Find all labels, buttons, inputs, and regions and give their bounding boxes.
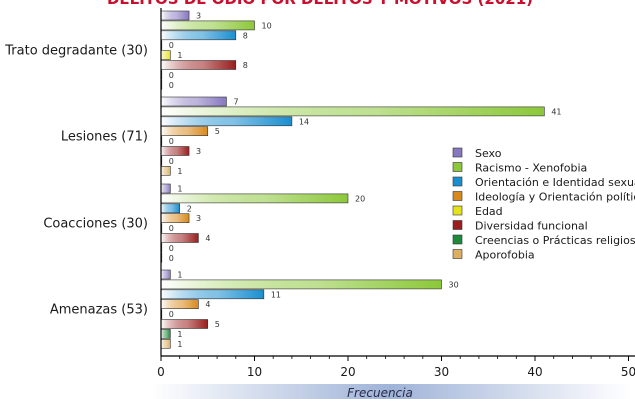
bar-amenazas-53-aporofobia bbox=[160, 338, 171, 349]
data-label: 0 bbox=[169, 81, 174, 90]
legend-label-edad: Edad bbox=[475, 205, 503, 218]
data-label: 1 bbox=[177, 340, 182, 349]
data-label: 0 bbox=[169, 157, 174, 166]
data-label: 2 bbox=[187, 204, 192, 213]
bar-trato-degradante-30-edad bbox=[160, 50, 171, 60]
data-label: 20 bbox=[355, 194, 365, 203]
legend-swatch-creencias-o-practicas-religiosas bbox=[452, 234, 463, 245]
category-labels: Trato degradante (30) Lesiones (71) Coacci… bbox=[4, 44, 148, 318]
data-label: 0 bbox=[169, 310, 174, 319]
bar-coacciones-30-orientacion-e-identidad-sexual bbox=[160, 203, 181, 214]
data-label: 0 bbox=[169, 244, 174, 253]
bar-coacciones-30-ideologia-y-orientacion-politica bbox=[160, 213, 190, 223]
bar-trato-degradante-30-orientacion-e-identidad-sexual bbox=[160, 30, 237, 41]
x-axis-label: Frecuencia bbox=[347, 386, 413, 399]
bar-lesiones-71-racismo-xenofobia bbox=[160, 106, 545, 117]
data-label: 0 bbox=[169, 71, 174, 80]
data-label: 10 bbox=[262, 21, 272, 30]
x-tick-label: 50 bbox=[621, 365, 635, 379]
bar-trato-degradante-30-sexo bbox=[160, 10, 190, 21]
legend-label-aporofobia: Aporofobia bbox=[475, 249, 535, 262]
bar-lesiones-71-sexo bbox=[160, 96, 227, 107]
bar-amenazas-53-ideologia-y-orientacion-politica bbox=[160, 299, 199, 310]
data-label: 1 bbox=[177, 185, 182, 194]
data-label: 8 bbox=[243, 61, 248, 70]
data-label: 14 bbox=[299, 117, 309, 126]
legend-swatch-orientacion-e-identidad-sexual bbox=[452, 176, 463, 187]
bar-amenazas-53-diversidad-funcional bbox=[160, 319, 209, 329]
data-label: 5 bbox=[215, 127, 220, 136]
chart-title: DELITOS DE ODIO POR DELITOS Y MOTIVOS (2… bbox=[107, 0, 533, 8]
legend-label-sexo: Sexo bbox=[475, 147, 502, 160]
data-label: 30 bbox=[449, 280, 459, 289]
x-tick-label: 0 bbox=[157, 365, 165, 379]
data-label: 4 bbox=[205, 300, 210, 309]
legend-swatch-sexo bbox=[452, 147, 463, 158]
data-label: 1 bbox=[177, 51, 182, 60]
bar-lesiones-71-diversidad-funcional bbox=[160, 146, 190, 156]
x-axis-band bbox=[150, 384, 630, 399]
data-label: 3 bbox=[196, 147, 201, 156]
data-label: 11 bbox=[271, 290, 281, 299]
category-label-coacciones-30: Coacciones (30) bbox=[43, 217, 148, 232]
category-label-trato-degradante-30: Trato degradante (30) bbox=[4, 44, 148, 59]
data-label: 41 bbox=[551, 107, 561, 116]
x-tick-label: 10 bbox=[247, 365, 262, 379]
data-label: 8 bbox=[243, 31, 248, 40]
bar-lesiones-71-aporofobia bbox=[160, 166, 171, 176]
category-label-lesiones-71: Lesiones (71) bbox=[61, 130, 148, 145]
bar-amenazas-53-orientacion-e-identidad-sexual bbox=[160, 289, 265, 300]
x-tick-label: 40 bbox=[527, 365, 542, 379]
category-label-amenazas-53: Amenazas (53) bbox=[50, 303, 148, 318]
data-label: 5 bbox=[215, 320, 220, 329]
bar-coacciones-30-diversidad-funcional bbox=[160, 233, 199, 243]
legend-swatch-racismo-xenofobia bbox=[452, 162, 463, 172]
data-label: 7 bbox=[233, 98, 238, 107]
legend-label-creencias-o-practicas-religiosas: Creencias o Prácticas religiosas bbox=[475, 234, 635, 247]
data-label: 3 bbox=[196, 214, 201, 223]
x-axis: 0 10 20 30 40 50 bbox=[157, 8, 635, 379]
bar-amenazas-53-racismo-xenofobia bbox=[160, 279, 442, 290]
legend-label-ideologia-y-orientacion-politica: Ideología y Orientación política bbox=[475, 191, 635, 204]
legend-label-racismo-xenofobia: Racismo - Xenofobia bbox=[475, 162, 587, 175]
bar-amenazas-53-creencias-o-practicas-religiosas bbox=[160, 329, 171, 339]
data-label: 1 bbox=[177, 271, 182, 280]
data-label: 3 bbox=[196, 12, 201, 21]
data-label: 1 bbox=[177, 167, 182, 176]
x-tick-label: 30 bbox=[434, 365, 449, 379]
legend-swatch-ideologia-y-orientacion-politica bbox=[452, 191, 463, 201]
data-label: 4 bbox=[205, 234, 210, 243]
legend-label-diversidad-funcional: Diversidad funcional bbox=[475, 220, 588, 233]
bar-lesiones-71-orientacion-e-identidad-sexual bbox=[160, 116, 293, 127]
data-label: 0 bbox=[169, 137, 174, 146]
legend-swatch-diversidad-funcional bbox=[452, 220, 463, 230]
bar-trato-degradante-30-diversidad-funcional bbox=[160, 60, 237, 70]
bar-coacciones-30-sexo bbox=[160, 183, 171, 194]
x-tick-label: 20 bbox=[340, 365, 355, 379]
data-label: 0 bbox=[169, 254, 174, 263]
bar-lesiones-71-ideologia-y-orientacion-politica bbox=[160, 126, 209, 136]
data-label: 1 bbox=[177, 330, 182, 339]
bar-trato-degradante-30-racismo-xenofobia bbox=[160, 20, 255, 31]
legend-swatch-edad bbox=[452, 205, 463, 216]
bar-coacciones-30-racismo-xenofobia bbox=[160, 193, 349, 204]
data-label: 0 bbox=[169, 224, 174, 233]
data-label: 0 bbox=[169, 41, 174, 50]
legend-swatch-aporofobia bbox=[452, 249, 463, 259]
bar-amenazas-53-sexo bbox=[160, 269, 171, 280]
legend-label-orientacion-e-identidad-sexual: Orientación e Identidad sexual bbox=[475, 176, 635, 189]
